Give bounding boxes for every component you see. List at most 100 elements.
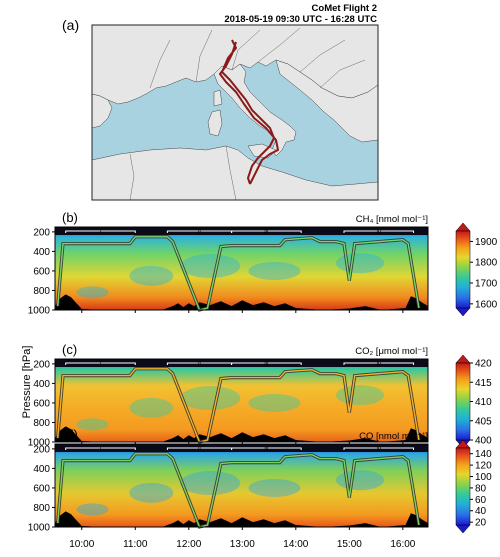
variability-patch	[336, 253, 385, 274]
segment-label: iv	[377, 230, 381, 236]
panel-title: CO [nmol mol⁻¹]	[359, 431, 428, 442]
colorbar-tick-label: 420	[475, 359, 492, 370]
variability-patch	[248, 261, 301, 280]
colorbar-tick-label: 410	[475, 397, 492, 408]
colorbar-tick-label: 415	[475, 378, 492, 389]
segment-bracket	[343, 362, 415, 365]
segment-bracket	[231, 230, 302, 233]
variability-patch	[129, 482, 174, 503]
x-tick-label: 14:00	[283, 539, 308, 550]
colorbar-extend-bottom	[455, 307, 471, 317]
colorbar-ramp	[455, 362, 471, 441]
variability-patch	[336, 385, 385, 406]
segment-label: iii	[264, 447, 268, 453]
curtain-panels: (b) CH₄ [nmol mol⁻¹]i ii iii iv2004006008001…	[28, 210, 498, 534]
variability-patch	[248, 393, 301, 412]
panel-title: CO₂ [μmol mol⁻¹]	[355, 346, 428, 357]
segment-label: i	[100, 230, 101, 236]
panel-label: (d)	[62, 427, 78, 442]
flight-profile-inner	[57, 453, 420, 528]
map-border	[91, 24, 379, 201]
curtain-field	[55, 444, 428, 527]
y-tick-label: 600	[33, 483, 50, 494]
colorbar-tick-label: 80	[475, 483, 487, 494]
x-tick-label: 12:00	[176, 539, 201, 550]
segment-bracket	[65, 362, 136, 365]
colorbar-extend-bottom	[455, 524, 471, 534]
flight-track	[219, 39, 279, 185]
variability-patch	[336, 470, 385, 491]
y-tick-label: 600	[33, 398, 50, 409]
variability-patch	[76, 418, 109, 431]
segment-label: i	[100, 362, 101, 368]
y-tick-label: 400	[33, 464, 50, 475]
terrain-silhouette	[55, 426, 428, 442]
colorbar: 400 405 410 415 420	[455, 354, 492, 449]
variability-patch	[180, 386, 241, 411]
y-tick-label: 400	[33, 379, 50, 390]
x-tick-label: 13:00	[230, 539, 255, 550]
y-tick-label: 1000	[28, 523, 51, 534]
colorbar-tick-label: 100	[475, 472, 492, 483]
plot-frame	[54, 358, 429, 443]
x-tick-label: 11:00	[123, 539, 148, 550]
panel-label: (c)	[62, 342, 77, 357]
colorbar-tick-label: 405	[475, 416, 492, 427]
land-corsica	[213, 89, 223, 107]
colorbar-ramp	[455, 230, 471, 309]
segment-label: iii	[264, 362, 268, 368]
y-tick-label: 200	[33, 359, 50, 370]
segment-bracket	[231, 362, 302, 365]
variability-patch	[180, 471, 241, 496]
variability-patch	[248, 478, 301, 497]
curtain-field	[55, 359, 428, 442]
curtain-panel-1: (c) CO₂ [μmol mol⁻¹]i ii iii iv2004006008001…	[28, 342, 492, 449]
segment-label: i	[100, 447, 101, 453]
segment-label: ii	[198, 230, 201, 236]
colorbar-tick-label: 120	[475, 461, 492, 472]
curtain-panel-0: (b) CH₄ [nmol mol⁻¹]i ii iii iv2004006008001…	[28, 210, 498, 317]
colorbar: 1600 1700 1800 1900	[455, 222, 498, 317]
segment-label: iv	[377, 362, 381, 368]
map-subtitle: 2018-05-19 09:30 UTC - 16:28 UTC	[224, 14, 377, 25]
map-title: CoMet Flight 2	[312, 3, 377, 14]
colorbar-tick-label: 20	[475, 518, 487, 529]
segment-label: ii	[198, 447, 201, 453]
y-tick-label: 600	[33, 266, 50, 277]
colorbar-tick-label: 140	[475, 449, 492, 460]
y-tick-label: 200	[33, 227, 50, 238]
colorbar-tick-label: 1700	[475, 279, 498, 290]
colorbar-extend-top	[455, 354, 471, 364]
map-frame	[91, 24, 379, 201]
colorbar-ramp	[455, 447, 471, 526]
y-tick-label: 1000	[28, 438, 51, 449]
panel-label: (b)	[62, 210, 78, 225]
segment-bracket	[343, 447, 415, 450]
curtain-panel-2: (d) CO [nmol mol⁻¹]i ii iii iv20040060080010…	[28, 427, 492, 534]
flight-profile-inner	[57, 368, 420, 443]
colorbar-tick-label: 1600	[475, 299, 498, 310]
panel-label-a: (a)	[62, 17, 79, 33]
land-iberia	[91, 93, 113, 129]
plot-frame	[54, 226, 429, 311]
y-tick-label: 1000	[28, 306, 51, 317]
x-tick-label: 16:00	[390, 539, 415, 550]
segment-label: iv	[377, 447, 381, 453]
colorbar-tick-label: 40	[475, 506, 487, 517]
plot-frame	[54, 443, 429, 528]
variability-patch	[129, 397, 174, 418]
land-sardinia	[207, 109, 223, 137]
flight-profile-inner	[57, 236, 420, 311]
segment-label: ii	[198, 362, 201, 368]
segment-bracket	[343, 230, 415, 233]
colorbar-tick-label: 400	[475, 436, 492, 447]
time-axis: 10:00 11:00 12:00 13:00 14:00 15:00 16:00	[69, 310, 416, 550]
map-panel: (a) CoMet Flight 2 2018-05-19 09:30 UTC …	[62, 3, 379, 201]
curtain-field	[55, 227, 428, 310]
segment-label: iii	[264, 230, 268, 236]
variability-patch	[76, 286, 109, 299]
y-tick-label: 800	[33, 286, 50, 297]
variability-patch	[76, 503, 109, 516]
